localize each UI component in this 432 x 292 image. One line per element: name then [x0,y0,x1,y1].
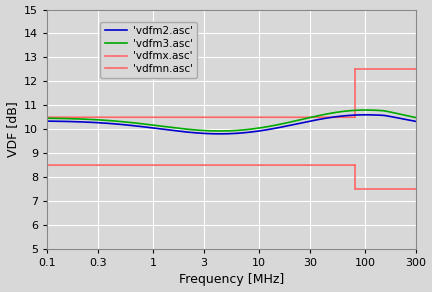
'vdfmx.asc' [100,116,105,119]
'vdfm3.asc' [407,114,412,118]
'vdfm2.asc' [87,121,92,124]
'vdfmn.asc' [136,163,141,167]
'vdfm2.asc' [413,120,419,123]
Line: 'vdfm3.asc': 'vdfm3.asc' [47,110,416,131]
'vdfm2.asc' [407,118,412,122]
'vdfmn.asc' [44,163,50,167]
'vdfm2.asc' [363,113,368,117]
'vdfm3.asc' [202,129,207,132]
'vdfmx.asc' [88,116,93,119]
'vdfm2.asc' [202,132,207,135]
Y-axis label: VDF [dB]: VDF [dB] [6,101,19,157]
'vdfmn.asc' [88,163,93,167]
'vdfm3.asc' [186,128,191,131]
'vdfm2.asc' [44,119,50,123]
'vdfmx.asc' [108,116,113,119]
'vdfm3.asc' [367,108,372,112]
'vdfm3.asc' [217,129,222,133]
'vdfmn.asc' [100,163,105,167]
'vdfm3.asc' [108,119,114,122]
'vdfmn.asc' [324,163,330,167]
Line: 'vdfm2.asc': 'vdfm2.asc' [47,115,416,134]
'vdfmx.asc' [353,116,358,119]
Legend: 'vdfm2.asc', 'vdfm3.asc', 'vdfmx.asc', 'vdfmn.asc': 'vdfm2.asc', 'vdfm3.asc', 'vdfmx.asc', '… [100,22,197,78]
'vdfmx.asc' [138,116,143,119]
'vdfm2.asc' [367,113,372,117]
X-axis label: Frequency [MHz]: Frequency [MHz] [179,273,284,286]
'vdfmx.asc' [44,116,50,119]
'vdfm2.asc' [108,122,114,125]
'vdfmx.asc' [324,116,330,119]
'vdfm2.asc' [217,132,222,135]
'vdfm2.asc' [186,131,191,134]
'vdfm3.asc' [363,108,368,112]
'vdfmn.asc' [353,163,358,167]
'vdfm3.asc' [87,118,92,121]
'vdfm3.asc' [413,116,419,119]
'vdfm3.asc' [44,117,50,120]
'vdfmx.asc' [136,116,141,119]
'vdfmn.asc' [108,163,113,167]
'vdfmn.asc' [138,163,143,167]
